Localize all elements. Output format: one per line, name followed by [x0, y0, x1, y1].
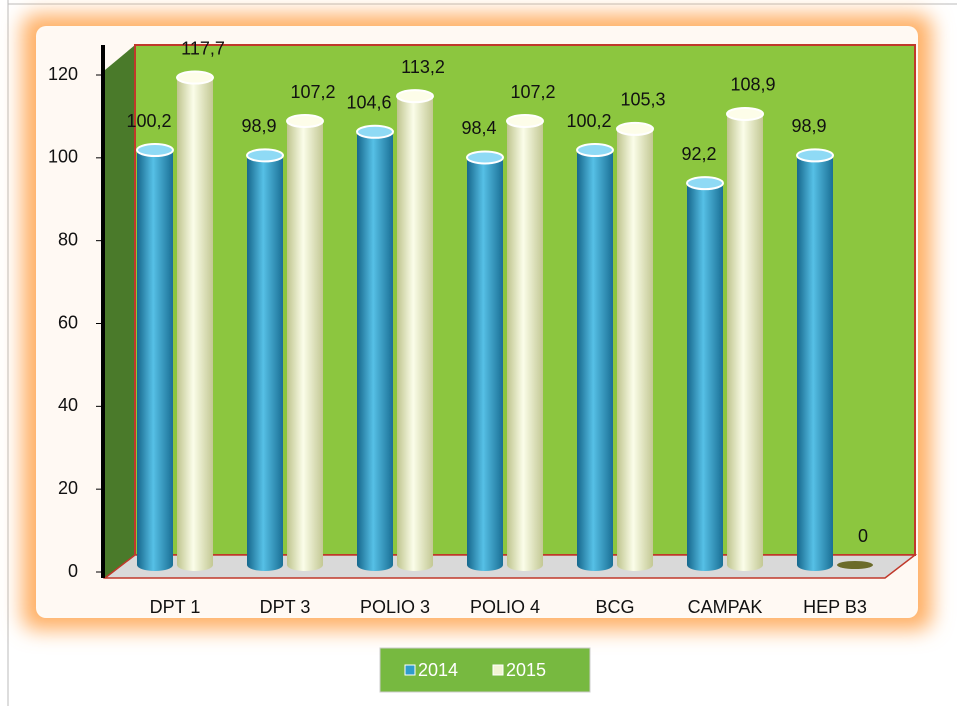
legend-swatch [404, 664, 416, 676]
legend-label: 2014 [418, 660, 458, 680]
bar [507, 121, 543, 565]
y-tick-label: 20 [58, 478, 78, 498]
bar [397, 96, 433, 565]
bar [687, 183, 723, 565]
data-label: 98,4 [461, 118, 496, 138]
y-tick-label: 120 [48, 64, 78, 84]
bar [837, 561, 873, 569]
bar-top [726, 106, 764, 121]
bar-top [686, 176, 724, 191]
x-tick-label: POLIO 4 [470, 597, 540, 617]
bar [137, 150, 173, 565]
x-tick-label: POLIO 3 [360, 597, 430, 617]
bar [797, 155, 833, 565]
bar [467, 157, 503, 565]
data-label: 105,3 [620, 90, 665, 110]
bar-top [396, 89, 434, 104]
data-label: 100,2 [566, 111, 611, 131]
y-tick-label: 40 [58, 395, 78, 415]
bar [357, 131, 393, 565]
bar [287, 121, 323, 565]
x-tick-label: CAMPAK [688, 597, 763, 617]
bar-top [576, 143, 614, 158]
bar-top [246, 148, 284, 163]
bar [727, 113, 763, 565]
bar-top [356, 124, 394, 139]
data-label: 92,2 [681, 144, 716, 164]
bar-top [616, 121, 654, 136]
x-tick-label: DPT 1 [150, 597, 201, 617]
y-tick-label: 80 [58, 229, 78, 249]
data-label: 98,9 [241, 116, 276, 136]
bar-top [506, 114, 544, 129]
x-tick-label: DPT 3 [260, 597, 311, 617]
bar [577, 150, 613, 565]
bar [177, 77, 213, 566]
data-label: 113,2 [401, 57, 445, 77]
bar-top [466, 150, 504, 165]
y-tick-label: 100 [48, 147, 78, 167]
bar-top [796, 148, 834, 163]
x-tick-label: BCG [595, 597, 634, 617]
x-tick-label: HEP B3 [803, 597, 867, 617]
data-label: 0 [858, 526, 868, 546]
data-label: 104,6 [346, 93, 391, 113]
bar-top [136, 143, 174, 158]
data-label: 117,7 [181, 38, 225, 58]
data-label: 107,2 [510, 82, 555, 102]
y-tick-label: 0 [68, 561, 78, 581]
legend-swatch [492, 664, 504, 676]
data-label: 108,9 [730, 75, 775, 95]
data-label: 98,9 [791, 116, 826, 136]
data-label: 107,2 [290, 82, 335, 102]
bar-top [286, 114, 324, 129]
bar [247, 155, 283, 565]
y-tick-label: 60 [58, 312, 78, 332]
legend-label: 2015 [506, 660, 546, 680]
bar-top [176, 70, 214, 85]
side-wall [105, 45, 135, 578]
data-label: 100,2 [126, 111, 171, 131]
bar [617, 128, 653, 565]
